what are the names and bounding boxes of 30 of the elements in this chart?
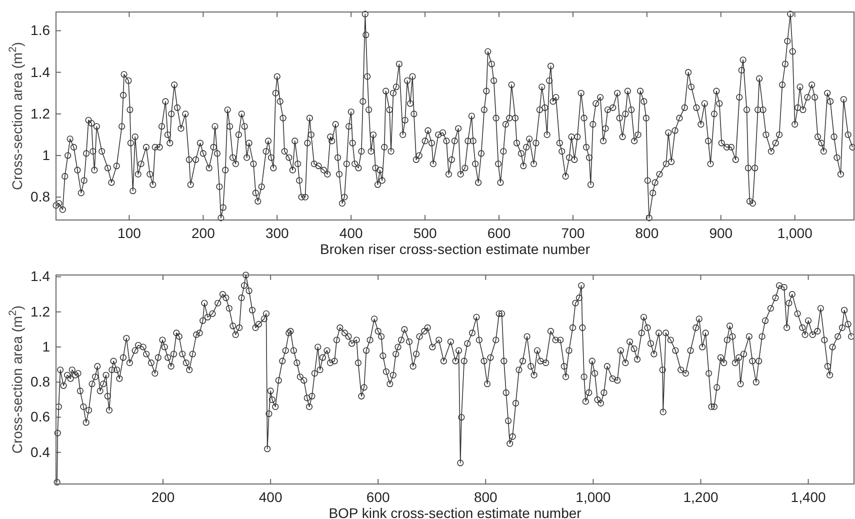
x-tick-label: 100 xyxy=(118,224,142,241)
x-tick-label: 300 xyxy=(265,224,290,241)
x-tick-label: 1,200 xyxy=(683,488,718,505)
x-tick-label: 600 xyxy=(366,488,390,505)
x-tick-label: 400 xyxy=(258,488,282,505)
x-tick-label: 200 xyxy=(191,224,216,241)
y-tick-label: 1.4 xyxy=(30,64,50,80)
y-tick-label: 1.2 xyxy=(30,105,50,122)
x-tick-label: 1,000 xyxy=(777,224,813,241)
y-tick-label: 1 xyxy=(42,338,50,354)
y-tick-label: 0.6 xyxy=(30,408,50,425)
y-tick-label: 0.8 xyxy=(30,374,50,390)
y-tick-label: 0.4 xyxy=(30,444,50,460)
y-tick-label: 1.4 xyxy=(30,268,50,284)
y-tick-label: 1.6 xyxy=(30,22,50,38)
x-tick-label: 200 xyxy=(151,488,175,505)
y-tick-label: 0.8 xyxy=(30,188,50,205)
x-tick-label: 400 xyxy=(339,224,363,241)
x-tick-label: 700 xyxy=(561,224,585,241)
x-tick-label: 900 xyxy=(709,224,733,241)
x-tick-label: 1,400 xyxy=(790,488,826,505)
x-tick-label: 600 xyxy=(487,224,511,241)
y-tick-label: 1.2 xyxy=(30,303,50,320)
x-tick-label: 800 xyxy=(635,224,659,241)
x-axis-title: BOP kink cross-section estimate number xyxy=(328,505,582,519)
x-tick-label: 800 xyxy=(474,488,498,505)
x-tick-label: 500 xyxy=(413,224,437,241)
y-tick-label: 1 xyxy=(42,147,50,163)
x-axis-title: Broken riser cross-section estimate number xyxy=(320,241,590,257)
x-tick-label: 1,000 xyxy=(576,488,611,505)
